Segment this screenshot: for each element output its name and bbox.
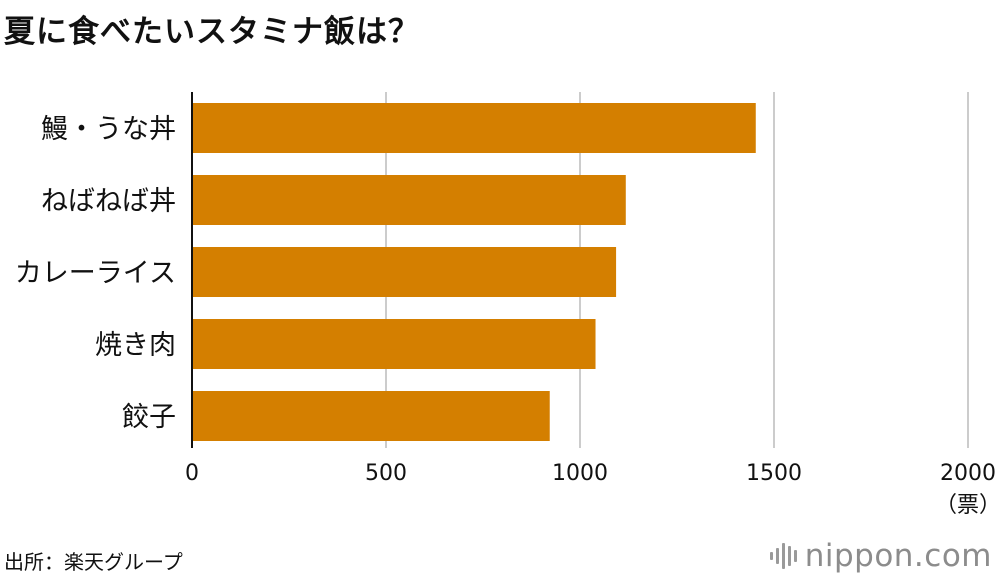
x-tick-label: 500	[365, 461, 407, 486]
x-unit-label: （票）	[935, 493, 1000, 518]
brand-bars-icon	[769, 543, 797, 569]
chart-title: 夏に食べたいスタミナ飯は？	[4, 14, 420, 50]
x-tick-label: 2000	[940, 461, 996, 486]
brand-logo: nippon.com	[769, 538, 992, 574]
category-label: 焼き肉	[95, 330, 176, 361]
source-note: 出所：楽天グループ	[4, 550, 183, 574]
category-label: カレーライス	[15, 258, 176, 289]
bar	[192, 319, 596, 369]
x-tick-label: 0	[185, 461, 199, 486]
bar	[192, 247, 617, 297]
category-label: 鰻・うな丼	[41, 114, 176, 145]
bar	[192, 103, 756, 153]
brand-name: nippon.com	[804, 538, 992, 574]
bars	[192, 103, 756, 441]
x-tick-labels: 0 500 1000 1500 2000	[185, 461, 996, 486]
x-tick-label: 1500	[746, 461, 802, 486]
x-tick-label: 1000	[552, 461, 608, 486]
category-label: 餃子	[122, 402, 176, 433]
bar	[192, 391, 550, 441]
bar	[192, 175, 626, 225]
category-label: ねばねば丼	[41, 186, 176, 217]
